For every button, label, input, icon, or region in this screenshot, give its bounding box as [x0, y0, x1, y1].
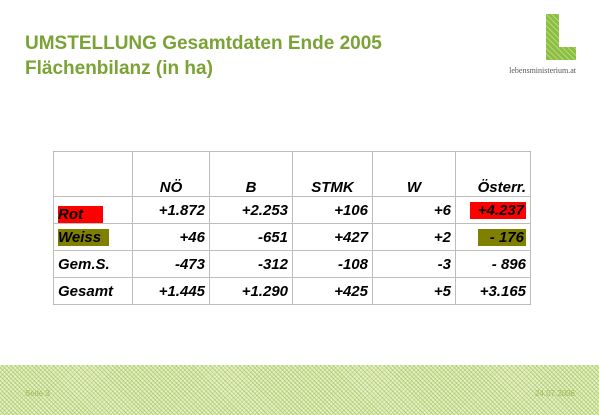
- row-label-gem-s: Gem.S.: [58, 255, 110, 273]
- page-number: Seite 3: [25, 389, 50, 398]
- cell-rot-noe: +1.872: [132, 196, 210, 224]
- footer: Seite 3 24.07.2006: [0, 365, 599, 415]
- cell-value: +1.445: [158, 282, 205, 300]
- column-header-w: W: [372, 151, 456, 197]
- cell-value: +2: [433, 228, 451, 246]
- title-line-1: UMSTELLUNG Gesamtdaten Ende 2005: [25, 33, 382, 54]
- table-row-gem-s: Gem.S. -473 -312 -108 -3 - 896: [53, 250, 531, 278]
- cell-weiss-b: -651: [209, 223, 293, 251]
- area-balance-table: NÖ B STMK W Österr. Rot +1.872 +2.253 +106 +…: [53, 151, 531, 305]
- table-row-rot: Rot +1.872 +2.253 +106 +6 +4.237: [53, 196, 531, 224]
- row-label-cell-rot: Rot: [53, 196, 133, 224]
- cell-weiss-w: +2: [372, 223, 456, 251]
- cell-value: +427: [334, 228, 368, 246]
- cell-weiss-noe: +46: [132, 223, 210, 251]
- title-line-2: Flächenbilanz (in ha): [25, 58, 213, 79]
- cell-rot-b: +2.253: [209, 196, 293, 224]
- table-row-gesamt: Gesamt +1.445 +1.290 +425 +5 +3.165: [53, 277, 531, 305]
- cell-value: +4.237: [469, 201, 526, 219]
- cell-value: +3.165: [479, 282, 526, 300]
- cell-rot-oesterreich: +4.237: [455, 196, 531, 224]
- cell-gesamt-oesterreich: +3.165: [455, 277, 531, 305]
- row-label-weiss: Weiss: [58, 228, 110, 246]
- cell-value: +106: [334, 201, 368, 219]
- cell-value: +2.253: [241, 201, 288, 219]
- cell-value: -473: [174, 255, 205, 273]
- column-header-noe: NÖ: [132, 151, 210, 197]
- slide-title: UMSTELLUNG Gesamtdaten Ende 2005 Flächen…: [25, 31, 382, 81]
- cell-gesamt-b: +1.290: [209, 277, 293, 305]
- l-logo-icon: [546, 14, 576, 60]
- table-header-row: NÖ B STMK W Österr.: [53, 151, 531, 197]
- cell-gem-s-noe: -473: [132, 250, 210, 278]
- cell-gesamt-noe: +1.445: [132, 277, 210, 305]
- row-label-cell-gem-s: Gem.S.: [53, 250, 133, 278]
- cell-value: -651: [257, 228, 288, 246]
- cell-gem-s-w: -3: [372, 250, 456, 278]
- cell-value: - 176: [477, 228, 526, 246]
- column-header-oesterreich: Österr.: [455, 151, 531, 197]
- cell-value: +1.290: [241, 282, 288, 300]
- cell-gesamt-w: +5: [372, 277, 456, 305]
- cell-rot-w: +6: [372, 196, 456, 224]
- header-empty-cell: [53, 151, 133, 197]
- row-label-rot: Rot: [58, 206, 103, 223]
- column-header-b: B: [209, 151, 293, 197]
- cell-weiss-stmk: +427: [292, 223, 373, 251]
- cell-value: +46: [179, 228, 205, 246]
- cell-weiss-oesterreich: - 176: [455, 223, 531, 251]
- cell-value: -312: [257, 255, 288, 273]
- cell-value: -108: [337, 255, 368, 273]
- row-label-cell-gesamt: Gesamt: [53, 277, 133, 305]
- column-header-stmk: STMK: [292, 151, 373, 197]
- cell-rot-stmk: +106: [292, 196, 373, 224]
- cell-gesamt-stmk: +425: [292, 277, 373, 305]
- cell-value: +6: [433, 201, 451, 219]
- cell-value: +5: [433, 282, 451, 300]
- cell-value: - 896: [491, 255, 526, 273]
- cell-value: -3: [437, 255, 451, 273]
- row-label-cell-weiss: Weiss: [53, 223, 133, 251]
- cell-value: +1.872: [158, 201, 205, 219]
- footer-date: 24.07.2006: [534, 389, 575, 398]
- lebensministerium-logo: lebensministerium.at: [496, 14, 576, 80]
- cell-value: +425: [334, 282, 368, 300]
- cell-gem-s-b: -312: [209, 250, 293, 278]
- table-row-weiss: Weiss +46 -651 +427 +2 - 176: [53, 223, 531, 251]
- row-label-gesamt: Gesamt: [58, 282, 114, 300]
- logo-text: lebensministerium.at: [509, 66, 576, 75]
- cell-gem-s-stmk: -108: [292, 250, 373, 278]
- cell-gem-s-oesterreich: - 896: [455, 250, 531, 278]
